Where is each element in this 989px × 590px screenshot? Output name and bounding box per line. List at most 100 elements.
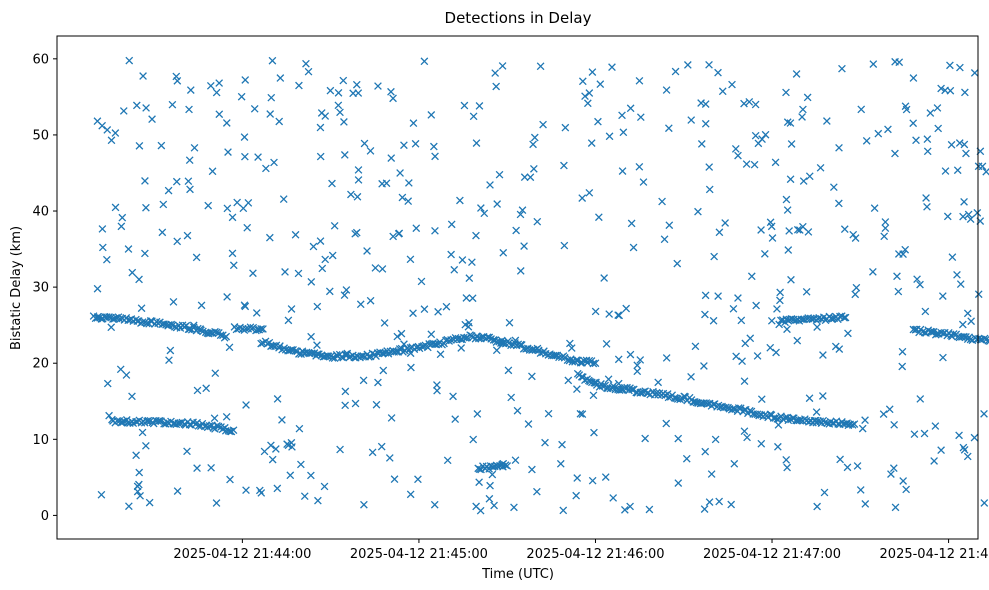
detection-point [169,298,178,306]
detection-point [898,362,907,371]
detection-point [222,412,231,421]
detection-point [336,108,344,117]
detection-point [858,424,867,433]
detection-point [783,463,791,472]
detection-point [142,104,150,112]
detection-point [307,332,315,341]
detection-point [869,267,877,276]
detection-point [776,296,784,305]
detection-point [328,179,336,188]
detection-point [411,139,420,148]
detection-point [287,305,296,313]
detection-point [472,502,480,511]
detection-point [568,357,577,366]
detection-point [962,149,970,158]
detection-point [700,505,709,513]
detection-point [776,288,785,297]
detection-point [959,212,967,221]
detection-point [795,226,804,234]
detection-point [731,145,740,153]
detection-point [309,242,318,251]
detection-point [382,179,391,188]
detection-point [385,454,394,462]
y-axis: 0 10 20 30 40 50 60 [32,52,57,524]
detection-point [560,241,569,250]
detection-point [490,501,498,510]
detection-point [662,419,671,428]
detection-point [215,110,224,119]
detection-point [359,376,368,385]
detection-point [433,381,441,389]
detection-point [390,475,399,483]
detection-point [340,118,348,126]
detection-point [626,502,634,511]
detection-point [458,256,467,264]
detection-point [498,62,507,70]
detection-point [909,119,918,128]
detection-point [916,280,924,289]
detection-point [232,325,241,334]
detection-point [805,172,814,181]
detection-point [849,230,858,239]
detection-point [797,315,805,324]
detection-point [469,435,478,444]
detection-point [351,399,360,408]
detection-point [645,505,654,514]
detection-point [960,140,969,149]
detection-point [856,486,865,494]
detection-point [564,376,573,385]
detection-point [257,489,266,497]
detection-point [186,86,195,94]
detection-point [966,215,975,224]
detection-point [431,152,439,161]
detection-point [98,225,107,233]
detection-point [504,366,513,375]
detection-point [340,151,349,159]
detection-point [493,200,502,208]
detection-point [960,198,968,206]
detection-point [128,268,137,277]
detection-point [406,255,415,264]
detection-point [420,305,429,313]
detection-point [887,470,895,478]
y-tick-label: 50 [32,128,49,143]
detection-point [222,332,231,341]
detection-point [184,177,193,186]
detection-point [786,175,795,184]
detection-point [510,503,518,512]
detection-point [662,354,671,362]
detection-point [396,169,404,177]
detection-point [240,133,249,141]
detection-point [172,177,181,186]
detection-point [600,274,609,282]
detection-point [243,223,252,232]
detection-point [341,387,350,396]
detection-point [633,367,642,376]
detection-point [958,320,967,329]
detection-point [782,456,791,464]
detection-point [250,104,259,113]
detection-point [902,105,911,114]
detection-point [417,277,426,286]
detection-point [665,221,674,230]
detection-point [682,454,691,463]
detection-point [592,378,600,387]
detection-point [257,325,265,333]
y-tick-label: 10 [32,433,49,448]
detection-point [881,218,890,226]
detection-point [835,143,843,152]
detection-point [740,427,749,436]
detection-point [676,395,684,404]
detection-point [145,498,154,507]
detection-point [913,275,921,284]
detection-point [321,112,330,120]
detection-point [511,336,520,345]
detection-point [486,181,494,189]
detection-point [627,219,636,228]
detection-point [511,456,520,465]
detection-point [226,475,234,484]
detection-point [354,176,363,184]
detection-point [208,167,217,176]
detection-point [360,500,368,509]
detection-point [492,346,501,355]
